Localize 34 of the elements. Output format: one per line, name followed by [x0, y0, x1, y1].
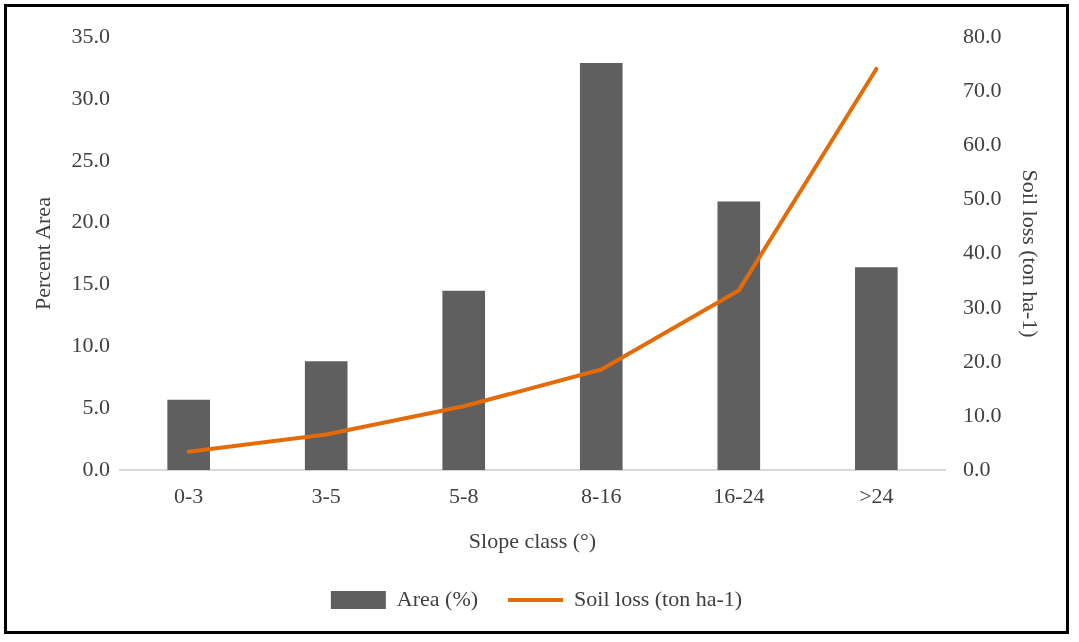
y2-axis-title: Soil loss (ton ha-1) — [1018, 169, 1044, 338]
y2-tick-label: 20.0 — [963, 347, 1002, 373]
bar — [855, 267, 898, 471]
y2-tick-label: 80.0 — [963, 22, 1002, 48]
y2-tick-label: 40.0 — [963, 239, 1002, 265]
y-tick-label: 25.0 — [71, 146, 110, 172]
y-tick-label: 35.0 — [71, 22, 110, 48]
bar — [717, 201, 761, 471]
y2-tick-label: 60.0 — [963, 131, 1002, 157]
y-tick-label: 5.0 — [82, 394, 110, 420]
x-tick-label: 5-8 — [449, 483, 479, 509]
bar — [579, 62, 623, 471]
y-tick-label: 0.0 — [82, 455, 110, 481]
bar — [442, 290, 486, 471]
legend-label: Area (%) — [396, 585, 479, 611]
x-tick-label: >24 — [859, 483, 894, 509]
y2-tick-label: 0.0 — [963, 455, 991, 481]
bar — [304, 361, 348, 471]
y-tick-label: 10.0 — [71, 332, 110, 358]
bar — [167, 399, 210, 471]
y-tick-label: 15.0 — [71, 270, 110, 296]
y2-tick-label: 70.0 — [963, 76, 1002, 102]
x-tick-label: 3-5 — [311, 483, 341, 509]
y-axis-title: Percent Area — [29, 196, 55, 311]
y-tick-label: 30.0 — [71, 84, 110, 110]
x-tick-label: 16-24 — [713, 483, 765, 509]
legend-label: Soil loss (ton ha-1) — [574, 585, 743, 611]
y2-tick-label: 30.0 — [963, 293, 1002, 319]
x-axis-title: Slope class (°) — [468, 527, 597, 553]
y-tick-label: 20.0 — [71, 208, 110, 234]
y2-tick-label: 10.0 — [963, 401, 1002, 427]
y2-tick-label: 50.0 — [963, 185, 1002, 211]
x-tick-label: 8-16 — [581, 483, 622, 509]
x-tick-label: 0-3 — [174, 483, 204, 509]
